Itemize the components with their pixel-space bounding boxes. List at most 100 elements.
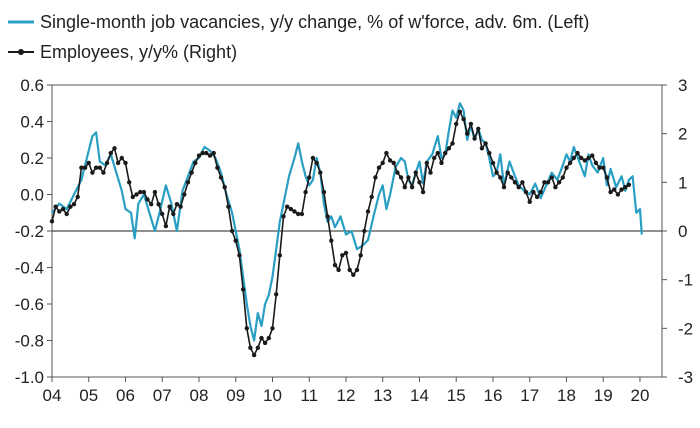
data-point bbox=[538, 189, 543, 195]
x-tick-label: 19 bbox=[594, 386, 613, 405]
data-point bbox=[424, 160, 429, 166]
data-point bbox=[619, 187, 624, 192]
data-point bbox=[579, 155, 584, 161]
x-tick-label: 14 bbox=[410, 386, 429, 405]
data-point bbox=[101, 170, 106, 175]
data-point bbox=[318, 170, 323, 175]
data-point bbox=[362, 228, 367, 234]
data-point bbox=[340, 253, 345, 258]
data-point bbox=[623, 185, 628, 190]
x-tick-label: 15 bbox=[447, 386, 466, 405]
data-point bbox=[218, 175, 224, 180]
data-point bbox=[612, 187, 617, 192]
data-point bbox=[281, 214, 286, 219]
data-point bbox=[262, 340, 268, 346]
data-point bbox=[604, 175, 610, 180]
data-point bbox=[545, 180, 551, 185]
data-point bbox=[512, 180, 518, 185]
data-point bbox=[567, 160, 573, 166]
data-point bbox=[457, 109, 463, 115]
data-point bbox=[108, 150, 114, 156]
left-tick-label: 0.2 bbox=[20, 149, 44, 168]
data-point bbox=[332, 262, 338, 268]
data-point bbox=[351, 272, 356, 277]
data-point bbox=[259, 335, 264, 341]
data-point bbox=[240, 287, 246, 292]
data-point bbox=[193, 160, 198, 166]
data-point bbox=[90, 170, 95, 175]
data-point bbox=[244, 326, 249, 331]
data-point bbox=[465, 131, 470, 136]
data-point bbox=[553, 185, 558, 190]
data-point bbox=[296, 211, 301, 217]
x-tick-label: 04 bbox=[43, 386, 62, 405]
data-point bbox=[615, 192, 621, 197]
data-point bbox=[285, 204, 290, 209]
data-point bbox=[446, 146, 452, 151]
data-point bbox=[141, 189, 147, 195]
data-point bbox=[167, 204, 172, 209]
legend-item-employees: Employees, y/y% (Right) bbox=[8, 42, 237, 62]
left-tick-label: -0.2 bbox=[15, 222, 44, 241]
data-point bbox=[365, 209, 371, 214]
data-point bbox=[270, 326, 275, 331]
data-point bbox=[398, 175, 404, 180]
series-employees bbox=[49, 109, 632, 358]
data-point bbox=[233, 238, 238, 243]
data-point bbox=[82, 165, 88, 170]
data-point bbox=[53, 204, 58, 209]
right-tick-label: 2 bbox=[678, 125, 687, 144]
data-point bbox=[523, 189, 529, 195]
left-tick-label: -0.8 bbox=[15, 332, 44, 351]
x-tick-label: 09 bbox=[226, 386, 245, 405]
data-point bbox=[608, 189, 613, 195]
data-point bbox=[163, 223, 169, 229]
data-point bbox=[277, 253, 282, 258]
legend-item-vacancies: Single-month job vacancies, y/y change, … bbox=[8, 12, 589, 32]
data-point bbox=[321, 189, 327, 195]
data-point bbox=[343, 250, 349, 256]
data-point bbox=[222, 185, 227, 190]
data-point bbox=[487, 150, 492, 156]
right-tick-label: -3 bbox=[678, 368, 693, 387]
left-tick-label: 0.0 bbox=[20, 186, 44, 205]
data-point bbox=[479, 146, 485, 151]
data-point bbox=[174, 202, 180, 207]
data-point bbox=[115, 160, 121, 166]
data-point bbox=[527, 199, 532, 204]
data-point bbox=[156, 202, 161, 207]
data-point bbox=[189, 170, 194, 175]
left-tick-label: -1.0 bbox=[15, 368, 44, 387]
data-point bbox=[443, 150, 448, 156]
legend-marker-employees bbox=[18, 49, 24, 55]
legend-label-employees: Employees, y/y% (Right) bbox=[40, 42, 237, 62]
data-point bbox=[402, 185, 407, 190]
data-point bbox=[112, 146, 117, 151]
data-point bbox=[413, 170, 418, 175]
data-point bbox=[597, 165, 602, 170]
data-point bbox=[498, 175, 503, 180]
data-point bbox=[417, 180, 422, 185]
data-point bbox=[571, 155, 576, 161]
data-point bbox=[391, 160, 396, 166]
right-tick-label: -2 bbox=[678, 319, 693, 338]
data-point bbox=[450, 141, 455, 146]
x-tick-label: 06 bbox=[116, 386, 135, 405]
data-point bbox=[590, 153, 595, 158]
data-point bbox=[152, 189, 158, 195]
data-point bbox=[336, 267, 341, 273]
data-point bbox=[560, 175, 565, 180]
data-point bbox=[303, 189, 308, 195]
data-point bbox=[435, 150, 440, 156]
data-point bbox=[211, 150, 216, 156]
data-point bbox=[204, 150, 209, 156]
data-point bbox=[274, 292, 279, 297]
data-point bbox=[248, 345, 253, 350]
left-tick-label: -0.6 bbox=[15, 295, 44, 314]
data-point bbox=[119, 155, 125, 161]
x-tick-label: 07 bbox=[153, 386, 172, 405]
x-tick-label: 12 bbox=[337, 386, 356, 405]
data-point bbox=[476, 126, 481, 131]
